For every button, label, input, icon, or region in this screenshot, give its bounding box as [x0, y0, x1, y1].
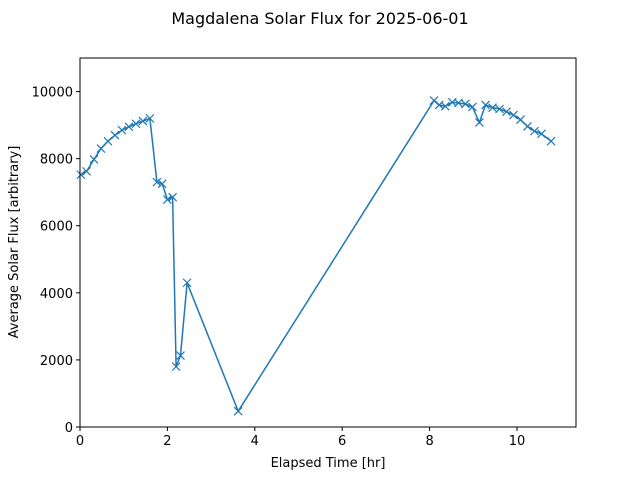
data-point-marker — [537, 129, 546, 139]
x-tick-label: 0 — [76, 434, 84, 449]
x-axis-label: Elapsed Time [hr] — [271, 456, 386, 471]
data-point-marker — [488, 103, 497, 113]
data-point-marker — [468, 102, 477, 112]
data-point-marker — [76, 170, 86, 180]
y-tick-label: 0 — [65, 421, 73, 436]
data-point-marker — [182, 278, 192, 288]
data-point-marker — [82, 166, 91, 176]
data-point-marker — [495, 104, 504, 114]
data-point-marker — [523, 122, 532, 131]
data-point-marker — [481, 100, 490, 110]
data-point-marker — [440, 101, 450, 111]
y-tick-label: 6000 — [40, 220, 73, 235]
data-point-marker — [171, 362, 181, 372]
data-point-marker — [474, 117, 484, 127]
x-tick-label: 2 — [163, 434, 171, 449]
data-point-marker — [117, 125, 127, 135]
data-point-marker — [502, 107, 511, 117]
y-tick-label: 2000 — [40, 354, 73, 369]
axes-frame — [79, 57, 577, 428]
y-tick-label: 10000 — [32, 86, 73, 101]
data-point-marker — [516, 115, 525, 125]
data-point-marker — [131, 119, 141, 129]
data-point-marker — [162, 195, 172, 204]
x-tick-label: 10 — [509, 434, 526, 449]
data-point-marker — [145, 113, 155, 123]
x-tick-label: 6 — [338, 434, 346, 449]
x-axis: 0 2 4 6 8 10 — [76, 427, 525, 449]
data-point-marker — [429, 96, 439, 106]
x-tick-label: 4 — [251, 434, 259, 449]
data-point-marker — [546, 136, 556, 146]
data-point-marker — [168, 192, 178, 202]
chart-title: Magdalena Solar Flux for 2025-06-01 — [171, 9, 468, 28]
data-point-marker — [176, 351, 185, 360]
data-point-marker — [530, 126, 539, 136]
plot-area — [76, 96, 556, 416]
data-point-marker — [509, 110, 518, 120]
data-point-marker — [89, 154, 99, 164]
data-point-marker — [110, 130, 120, 140]
data-point-marker — [138, 116, 148, 126]
y-tick-label: 8000 — [40, 153, 73, 168]
data-point-marker — [233, 406, 243, 416]
x-tick-label: 8 — [425, 434, 433, 449]
data-point-marker — [124, 122, 134, 132]
y-tick-label: 4000 — [40, 287, 73, 302]
data-point-marker — [157, 179, 167, 189]
data-point-marker — [461, 99, 470, 109]
data-point-marker — [152, 177, 162, 187]
data-point-marker — [103, 136, 113, 146]
y-axis: 0 2000 4000 6000 8000 10000 — [32, 86, 80, 436]
data-point-marker — [96, 144, 106, 153]
y-axis-label: Average Solar Flux [arbitrary] — [7, 146, 22, 339]
